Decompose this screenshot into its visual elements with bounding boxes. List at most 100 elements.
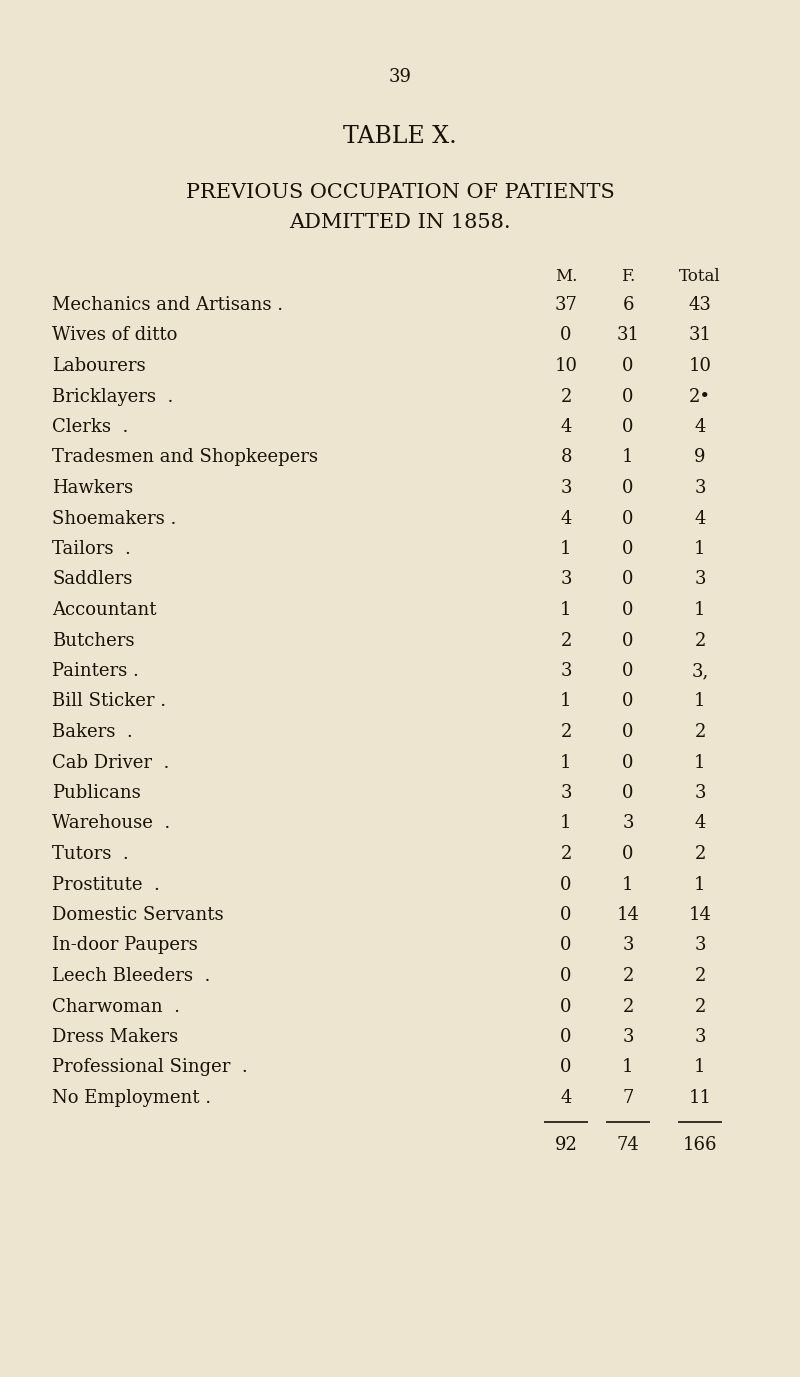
Text: 2•: 2• bbox=[689, 387, 711, 405]
Text: 2: 2 bbox=[694, 997, 706, 1015]
Text: 166: 166 bbox=[682, 1136, 718, 1154]
Text: F.: F. bbox=[621, 269, 635, 285]
Text: No Employment .: No Employment . bbox=[52, 1089, 211, 1107]
Text: 2: 2 bbox=[694, 723, 706, 741]
Text: 2: 2 bbox=[560, 723, 572, 741]
Text: 0: 0 bbox=[622, 753, 634, 771]
Text: Saddlers: Saddlers bbox=[52, 570, 132, 588]
Text: Labourers: Labourers bbox=[52, 357, 146, 375]
Text: 0: 0 bbox=[560, 326, 572, 344]
Text: Publicans: Publicans bbox=[52, 784, 141, 801]
Text: Shoemakers .: Shoemakers . bbox=[52, 509, 176, 527]
Text: Cab Driver  .: Cab Driver . bbox=[52, 753, 170, 771]
Text: 1: 1 bbox=[560, 753, 572, 771]
Text: 0: 0 bbox=[622, 632, 634, 650]
Text: 0: 0 bbox=[622, 357, 634, 375]
Text: 39: 39 bbox=[389, 67, 411, 85]
Text: 43: 43 bbox=[689, 296, 711, 314]
Text: 0: 0 bbox=[622, 570, 634, 588]
Text: Accountant: Accountant bbox=[52, 600, 157, 620]
Text: 1: 1 bbox=[622, 1059, 634, 1077]
Text: Leech Bleeders  .: Leech Bleeders . bbox=[52, 967, 210, 985]
Text: 1: 1 bbox=[622, 449, 634, 467]
Text: 2: 2 bbox=[560, 845, 572, 863]
Text: 0: 0 bbox=[622, 387, 634, 405]
Text: 92: 92 bbox=[554, 1136, 578, 1154]
Text: Bill Sticker .: Bill Sticker . bbox=[52, 693, 166, 711]
Text: 3: 3 bbox=[622, 936, 634, 954]
Text: In-door Paupers: In-door Paupers bbox=[52, 936, 198, 954]
Text: 11: 11 bbox=[689, 1089, 711, 1107]
Text: 9: 9 bbox=[694, 449, 706, 467]
Text: TABLE X.: TABLE X. bbox=[343, 125, 457, 147]
Text: 2: 2 bbox=[622, 967, 634, 985]
Text: 1: 1 bbox=[560, 815, 572, 833]
Text: 0: 0 bbox=[622, 784, 634, 801]
Text: 3: 3 bbox=[622, 1029, 634, 1047]
Text: 0: 0 bbox=[560, 906, 572, 924]
Text: Total: Total bbox=[679, 269, 721, 285]
Text: 3: 3 bbox=[694, 1029, 706, 1047]
Text: 0: 0 bbox=[622, 509, 634, 527]
Text: Wives of ditto: Wives of ditto bbox=[52, 326, 178, 344]
Text: 2: 2 bbox=[622, 997, 634, 1015]
Text: 2: 2 bbox=[560, 387, 572, 405]
Text: 4: 4 bbox=[694, 509, 706, 527]
Text: Dress Makers: Dress Makers bbox=[52, 1029, 178, 1047]
Text: 0: 0 bbox=[560, 967, 572, 985]
Text: 2: 2 bbox=[560, 632, 572, 650]
Text: 4: 4 bbox=[694, 419, 706, 437]
Text: PREVIOUS OCCUPATION OF PATIENTS: PREVIOUS OCCUPATION OF PATIENTS bbox=[186, 183, 614, 202]
Text: 74: 74 bbox=[617, 1136, 639, 1154]
Text: 31: 31 bbox=[689, 326, 711, 344]
Text: 3,: 3, bbox=[691, 662, 709, 680]
Text: 4: 4 bbox=[560, 419, 572, 437]
Text: 2: 2 bbox=[694, 967, 706, 985]
Text: Bricklayers  .: Bricklayers . bbox=[52, 387, 174, 405]
Text: 10: 10 bbox=[554, 357, 578, 375]
Text: Mechanics and Artisans .: Mechanics and Artisans . bbox=[52, 296, 283, 314]
Text: Tutors  .: Tutors . bbox=[52, 845, 129, 863]
Text: 3: 3 bbox=[560, 784, 572, 801]
Text: 1: 1 bbox=[694, 1059, 706, 1077]
Text: ADMITTED IN 1858.: ADMITTED IN 1858. bbox=[289, 213, 511, 231]
Text: Butchers: Butchers bbox=[52, 632, 134, 650]
Text: 3: 3 bbox=[560, 479, 572, 497]
Text: 1: 1 bbox=[694, 753, 706, 771]
Text: 4: 4 bbox=[694, 815, 706, 833]
Text: 10: 10 bbox=[689, 357, 711, 375]
Text: 3: 3 bbox=[694, 479, 706, 497]
Text: 0: 0 bbox=[622, 662, 634, 680]
Text: 37: 37 bbox=[554, 296, 578, 314]
Text: 1: 1 bbox=[694, 600, 706, 620]
Text: Domestic Servants: Domestic Servants bbox=[52, 906, 224, 924]
Text: 0: 0 bbox=[622, 845, 634, 863]
Text: 2: 2 bbox=[694, 632, 706, 650]
Text: 2: 2 bbox=[694, 845, 706, 863]
Text: 1: 1 bbox=[560, 540, 572, 558]
Text: 0: 0 bbox=[622, 693, 634, 711]
Text: 0: 0 bbox=[622, 419, 634, 437]
Text: 0: 0 bbox=[622, 479, 634, 497]
Text: Warehouse  .: Warehouse . bbox=[52, 815, 170, 833]
Text: Clerks  .: Clerks . bbox=[52, 419, 128, 437]
Text: 3: 3 bbox=[560, 662, 572, 680]
Text: 4: 4 bbox=[560, 509, 572, 527]
Text: Prostitute  .: Prostitute . bbox=[52, 876, 160, 894]
Text: Professional Singer  .: Professional Singer . bbox=[52, 1059, 248, 1077]
Text: 1: 1 bbox=[560, 600, 572, 620]
Text: 0: 0 bbox=[560, 997, 572, 1015]
Text: Tailors  .: Tailors . bbox=[52, 540, 131, 558]
Text: 1: 1 bbox=[694, 540, 706, 558]
Text: 0: 0 bbox=[622, 600, 634, 620]
Text: Painters .: Painters . bbox=[52, 662, 139, 680]
Text: 1: 1 bbox=[622, 876, 634, 894]
Text: 14: 14 bbox=[689, 906, 711, 924]
Text: 4: 4 bbox=[560, 1089, 572, 1107]
Text: Bakers  .: Bakers . bbox=[52, 723, 133, 741]
Text: Hawkers: Hawkers bbox=[52, 479, 133, 497]
Text: 3: 3 bbox=[694, 936, 706, 954]
Text: 1: 1 bbox=[560, 693, 572, 711]
Text: 7: 7 bbox=[622, 1089, 634, 1107]
Text: 6: 6 bbox=[622, 296, 634, 314]
